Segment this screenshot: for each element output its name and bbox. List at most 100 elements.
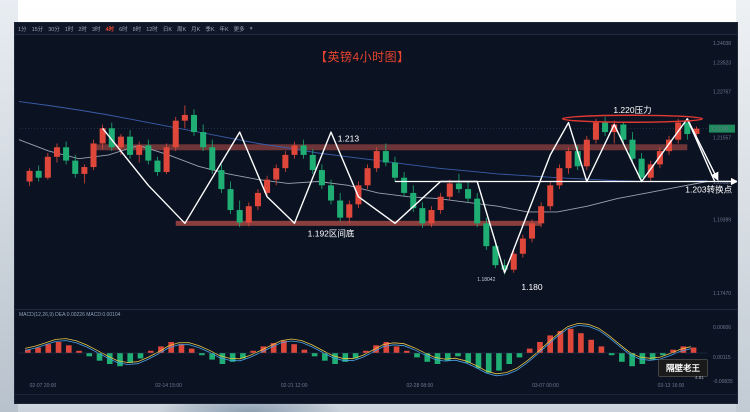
timeframe-6[interactable]: 4时 [105,26,115,33]
time-scroll-bar[interactable] [15,394,737,403]
candle-body [346,204,353,218]
macd-bar [25,349,31,353]
candle-body [519,238,526,254]
candle-body [245,206,252,223]
candle-body [391,162,398,178]
resistance-label: 1.213 [338,133,360,143]
chart-window[interactable]: 1分 15分 30分 1时 2时 3时 4时 6时 8时 12时 日K 周K 月K 季K 年K 更多 ▾ 【英镑… [14,22,738,404]
macd-bar [475,353,482,369]
candle-body [382,151,389,163]
macd-tick-label: -0.00835 [713,379,733,385]
timeframe-13[interactable]: 季K [205,26,215,33]
macd-bar [45,344,52,353]
candle-body [483,223,490,247]
candle-body [282,154,289,169]
candle-body [474,198,481,224]
macd-bar [270,343,277,353]
low-point-small-label: 1.18042 [477,277,495,283]
watermark-logo: 隔壁老王 [658,359,708,377]
bottom-zone-label: 1.192区间底 [308,228,355,238]
timeframe-5[interactable]: 3时 [91,26,101,33]
timeframe-2[interactable]: 30分 [48,26,60,33]
timeframe-15[interactable]: 更多 [233,26,245,33]
timeframe-3[interactable]: 1时 [64,26,74,33]
pane-divider[interactable] [15,309,737,310]
chart-title: 【英镑4小时图】 [315,50,410,64]
candle-body [419,208,426,224]
candle-body [309,154,316,171]
candle-body [684,122,691,134]
timeframe-0[interactable]: 1分 [18,26,27,33]
candle-body [190,114,198,133]
macd-bar [434,353,441,364]
timeframe-9[interactable]: 12时 [146,26,158,33]
gear-icon[interactable]: ▾ [249,25,253,32]
candle-body [528,223,536,239]
macd-bar [598,346,605,353]
timeframe-7[interactable]: 6时 [119,26,128,33]
date-tick-label: 02-14 15:00 [155,383,182,389]
timeframe-1[interactable]: 15分 [31,26,44,33]
timeframe-12[interactable]: 月K [191,26,201,33]
candle-body [163,147,170,172]
candle-body [611,124,618,133]
macd-bar [485,353,492,373]
macd-bar [393,346,400,353]
macd-bar [537,342,543,353]
timeframe-14[interactable]: 年K [219,26,229,33]
candle-body [401,177,408,193]
candle-body [574,151,581,167]
candle-body [328,185,335,201]
macd-bar [188,348,195,353]
candle-body [35,170,42,178]
macd-bar [649,353,656,360]
candle-body [337,200,344,218]
candles-group [26,105,700,275]
candle-body [72,160,79,174]
low-point-label: 1.180 [521,282,543,292]
macd-bar [444,353,451,361]
candle-body [455,183,462,190]
price-tick-label: 1.24038 [713,41,731,47]
macd-tick-label: 0.00115 [713,355,731,361]
timeframe-4[interactable]: 2时 [78,26,87,33]
candle-body [181,114,188,121]
macd-bar [526,348,533,353]
price-tick-label: 1.19399 [713,218,731,224]
candle-body [446,183,453,197]
candle-body [90,143,97,168]
candle-body [638,158,645,178]
current-price-label: 1.21791 [711,127,729,133]
macd-bar [229,353,236,362]
price-chart[interactable]: 1.24038 1.23523 1.22767 1.21557 1.20385 1.193… [15,23,737,403]
date-tick-label: 02-28 08:00 [406,383,433,389]
candle-body [99,128,106,144]
candle-body [63,147,70,161]
price-tick-label: 1.17470 [713,291,731,297]
timeframe-11[interactable]: 周K [176,26,187,33]
candle-body [428,210,435,224]
macd-bar [86,353,93,357]
candle-body [236,210,243,223]
candle-body [318,170,325,186]
projection-arrow [686,118,719,181]
watermark-sub: 4.81 [695,375,704,380]
ma-fast-line [18,139,708,213]
candle-body [437,196,444,211]
candle-body [538,206,545,224]
candle-body [145,145,152,161]
timeframe-toolbar: 1分 15分 30分 1时 2时 3时 4时 6时 8时 12时 日K 周K 月K 季K 年K 更多 ▾ [15,23,737,35]
macd-bar [608,353,615,356]
candle-body [592,122,599,140]
timeframe-8[interactable]: 8时 [132,26,142,33]
candle-body [117,136,124,148]
timeframe-10[interactable]: 日K [162,26,172,33]
candle-body [410,192,417,209]
macd-bar [567,328,574,353]
macd-bar [383,342,390,353]
candle-body [136,145,143,155]
macd-bar [670,349,676,353]
macd-bar [414,353,420,358]
macd-bar [680,346,687,353]
macd-bar [557,331,564,353]
